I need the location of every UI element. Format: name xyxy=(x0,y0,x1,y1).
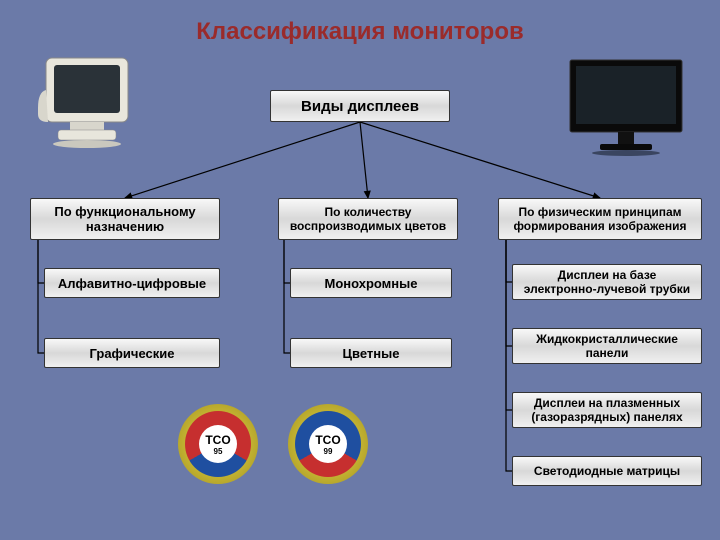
category-physical: По физическим принципам формирования изо… xyxy=(498,198,702,240)
leaf-crt: Дисплеи на базе электронно-лучевой трубк… xyxy=(512,264,702,300)
tco-badge-99: TCO 99 xyxy=(288,404,368,484)
page-title: Классификация мониторов xyxy=(0,0,720,46)
leaf-plasma: Дисплеи на плазменных (газоразрядных) па… xyxy=(512,392,702,428)
tco-badge-95: TCO 95 xyxy=(178,404,258,484)
badge-sub: 99 xyxy=(324,447,333,456)
leaf-led: Светодиодные матрицы xyxy=(512,456,702,486)
badge-text: TCO xyxy=(205,433,230,447)
crt-monitor-icon xyxy=(28,50,148,160)
badge-text: TCO xyxy=(315,433,340,447)
lcd-monitor-icon xyxy=(556,54,696,164)
leaf-monochrome: Монохромные xyxy=(290,268,452,298)
badge-sub: 95 xyxy=(214,447,223,456)
category-functional: По функциональному назначению xyxy=(30,198,220,240)
leaf-color: Цветные xyxy=(290,338,452,368)
category-colors: По количеству воспроизводимых цветов xyxy=(278,198,458,240)
root-node: Виды дисплеев xyxy=(270,90,450,122)
leaf-graphic: Графические xyxy=(44,338,220,368)
leaf-alphanumeric: Алфавитно-цифровые xyxy=(44,268,220,298)
leaf-lcd: Жидкокристаллические панели xyxy=(512,328,702,364)
